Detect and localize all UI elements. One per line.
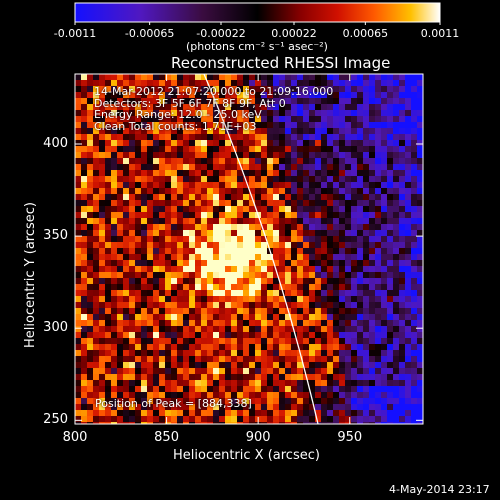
timestamp-label: 4-May-2014 23:17 bbox=[389, 483, 490, 496]
x-tick-label: 950 bbox=[337, 430, 363, 445]
colorbar-tick-label: 0.00022 bbox=[271, 27, 317, 40]
info-line-counts: Clean Total counts: 1.71E+03 bbox=[94, 119, 257, 133]
peak-position-label: Position of Peak = [884,338] bbox=[95, 397, 252, 410]
info-line-time: 14-Mar-2012 21:07:20.000 to 21:09:16.000 bbox=[94, 85, 334, 98]
y-axis-label: Heliocentric Y (arcsec) bbox=[23, 202, 38, 348]
colorbar-gradient bbox=[74, 2, 441, 23]
colorbar-tick-label: -0.00022 bbox=[196, 27, 246, 40]
y-tick-label: 300 bbox=[43, 320, 68, 336]
colorbar-tick-label: 0.0011 bbox=[420, 27, 460, 40]
x-tick-label: 850 bbox=[154, 430, 179, 445]
axis-tick-marks bbox=[74, 74, 423, 424]
observation-info: 14-Mar-2012 21:07:20.000 to 21:09:16.000… bbox=[94, 86, 333, 132]
solar-limb-line bbox=[203, 74, 319, 424]
colorbar-tick-label: 0.00065 bbox=[342, 27, 389, 40]
image-title: Reconstructed RHESSI Image bbox=[171, 54, 391, 72]
rhessi-image-plot bbox=[74, 73, 424, 425]
x-tick-label: 900 bbox=[245, 430, 271, 445]
colorbar bbox=[74, 2, 441, 25]
x-tick-label: 800 bbox=[62, 430, 88, 445]
info-line-detectors: Detectors: 3F 5F 6F 7F 8F 9F, Att 0 bbox=[94, 96, 286, 110]
heatmap bbox=[75, 74, 423, 424]
y-tick-label: 350 bbox=[43, 228, 68, 244]
y-tick-label: 400 bbox=[43, 136, 68, 151]
y-tick-label: 250 bbox=[43, 412, 68, 428]
colorbar-tick-label: -0.00065 bbox=[124, 27, 175, 40]
x-axis-label: Heliocentric X (arcsec) bbox=[173, 448, 320, 463]
info-line-energy: Energy Range: 12.0 - 25.0 keV bbox=[94, 108, 262, 121]
colorbar-units-label: (photons cm⁻² s⁻¹ asec⁻²) bbox=[186, 40, 328, 53]
colorbar-tick-label: -0.0011 bbox=[53, 27, 97, 40]
plot-frame bbox=[74, 73, 424, 425]
colorbar-tick-marks bbox=[74, 22, 441, 25]
